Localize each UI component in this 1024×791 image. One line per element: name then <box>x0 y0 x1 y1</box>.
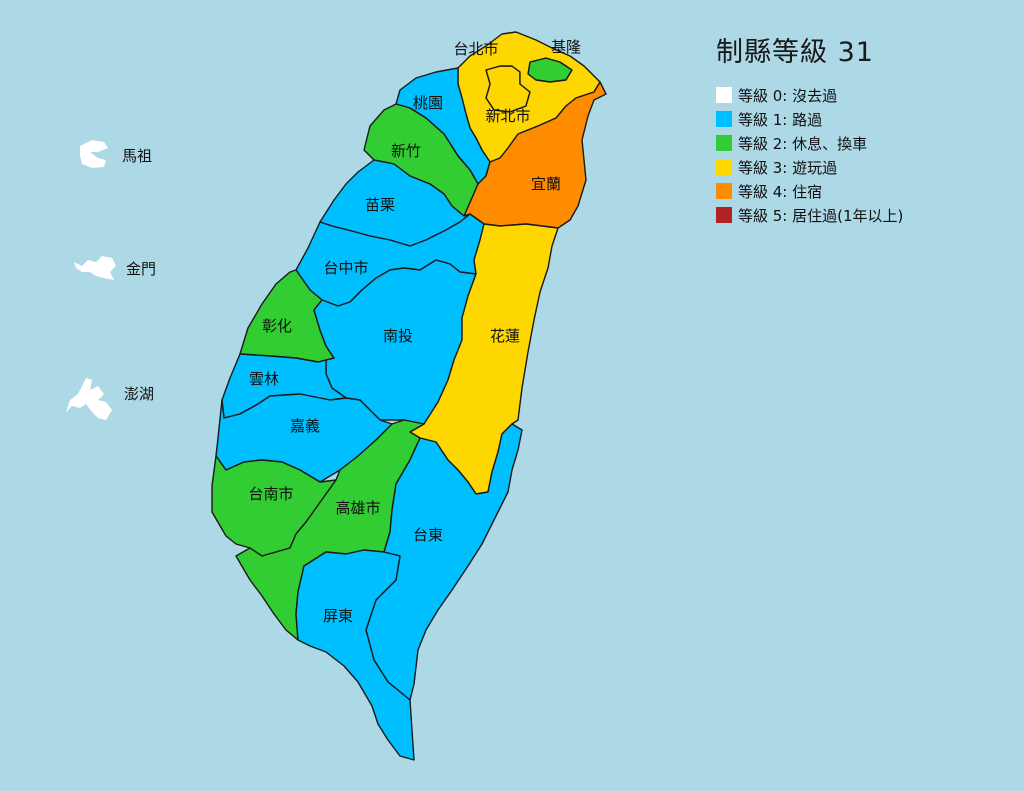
legend-label: 等級 3: 遊玩過 <box>738 158 838 177</box>
legend-row: 等級 5: 居住過(1年以上) <box>716 203 1016 227</box>
region-label-yunlin: 雲林 <box>249 370 279 388</box>
region-label-taitung: 台東 <box>413 526 443 544</box>
region-label-yilan: 宜蘭 <box>531 175 561 193</box>
legend-row: 等級 1: 路過 <box>716 107 1016 131</box>
region-label-nantou: 南投 <box>383 327 413 345</box>
legend-label: 等級 4: 住宿 <box>738 182 823 201</box>
region-kinmen[interactable] <box>74 256 116 280</box>
legend-label: 等級 1: 路過 <box>738 110 823 129</box>
legend-swatch <box>716 87 732 103</box>
region-label-matsu: 馬祖 <box>122 147 152 165</box>
region-label-kinmen: 金門 <box>126 260 156 278</box>
region-penghu[interactable] <box>66 378 112 420</box>
region-label-chiayi: 嘉義 <box>290 417 320 435</box>
legend-swatch <box>716 111 732 127</box>
region-label-taichung: 台中市 <box>323 259 368 277</box>
region-label-tainan: 台南市 <box>248 485 293 503</box>
legend-title: 制縣等級 31 <box>716 37 874 68</box>
region-label-pingtung: 屏東 <box>323 607 353 625</box>
region-label-keelung: 基隆 <box>551 38 581 56</box>
legend-swatch <box>716 135 732 151</box>
region-label-kaohsiung: 高雄市 <box>335 499 380 517</box>
region-matsu[interactable] <box>80 140 108 168</box>
legend-row: 等級 0: 沒去過 <box>716 83 1016 107</box>
region-label-miaoli: 苗栗 <box>365 196 395 214</box>
legend-swatch <box>716 159 732 175</box>
region-pingtung[interactable] <box>295 549 415 761</box>
region-label-hsinchu: 新竹 <box>391 142 421 160</box>
legend-row: 等級 2: 休息、換車 <box>716 131 1016 155</box>
legend-swatch <box>716 207 732 223</box>
legend-label: 等級 2: 休息、換車 <box>738 134 868 153</box>
legend-label: 等級 5: 居住過(1年以上) <box>738 206 904 225</box>
region-label-changhua: 彰化 <box>262 317 292 335</box>
region-label-taoyuan: 桃園 <box>413 94 443 112</box>
legend-swatch <box>716 183 732 199</box>
region-label-taipei: 台北市 <box>453 40 498 58</box>
legend-row: 等級 3: 遊玩過 <box>716 155 1016 179</box>
legend-row: 等級 4: 住宿 <box>716 179 1016 203</box>
legend-label: 等級 0: 沒去過 <box>738 86 838 105</box>
region-label-hualien: 花蓮 <box>490 327 520 345</box>
region-label-newtaipei: 新北市 <box>485 107 530 125</box>
region-label-penghu: 澎湖 <box>124 385 154 403</box>
legend: 制縣等級 31 等級 0: 沒去過 等級 1: 路過 等級 2: 休息、換車 等… <box>716 30 1016 227</box>
